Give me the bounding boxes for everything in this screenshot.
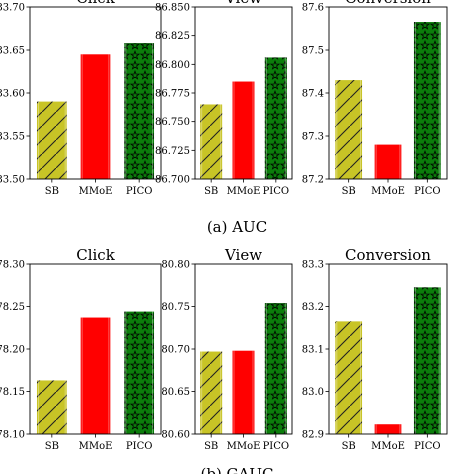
- caption-auc: (a) AUC: [207, 218, 267, 236]
- panel-title: Conversion: [345, 0, 431, 7]
- bar-pico: [124, 43, 155, 179]
- x-tick-label: MMoE: [371, 186, 405, 197]
- bar-pico: [413, 287, 441, 434]
- y-tick-label: 87.6: [302, 3, 324, 14]
- chart-panel-gauc-conversion: SB MMoE PICO 82.9 83.0 83.1 83.2 83.3 Conversion: [302, 246, 448, 452]
- bar-pico: [124, 311, 155, 434]
- x-tick-label: PICO: [126, 441, 153, 452]
- y-tick-label: 80.70: [161, 345, 190, 356]
- bar-mmoe: [374, 424, 402, 434]
- x-tick-label: PICO: [414, 186, 441, 197]
- chart-panel-auc-click: SB MMoE PICO 83.50 83.55 83.60 83.65 83.70 Click: [0, 0, 162, 197]
- y-tick-label: 80.65: [161, 387, 190, 398]
- y-tick-label: 83.70: [0, 3, 25, 14]
- x-tick-label: PICO: [263, 441, 290, 452]
- x-tick-label: PICO: [263, 186, 290, 197]
- axes-frame: [328, 6, 448, 180]
- y-tick-label: 78.20: [0, 345, 25, 356]
- x-tick-label: MMoE: [79, 441, 113, 452]
- bar-pico: [264, 57, 287, 179]
- x-tick-label: MMoE: [227, 186, 261, 197]
- axes-frame: [328, 263, 448, 435]
- y-tick-label: 83.65: [0, 46, 25, 57]
- bar-sb: [200, 104, 223, 179]
- y-tick-label: 80.75: [161, 302, 190, 313]
- x-tick-label: SB: [342, 441, 356, 452]
- bar-pico: [413, 22, 441, 179]
- y-tick-label: 78.25: [0, 302, 25, 313]
- chart-panel-auc-view: SB MMoE PICO 86.700 86.725 86.750 86.775 86.800…: [155, 0, 293, 197]
- bar-mmoe: [80, 54, 111, 179]
- bar-sb: [335, 321, 363, 434]
- x-tick-label: SB: [45, 441, 59, 452]
- x-tick-label: MMoE: [79, 186, 113, 197]
- y-tick-label: 83.1: [302, 345, 324, 356]
- x-tick-label: MMoE: [371, 441, 405, 452]
- y-tick-label: 83.3: [302, 260, 324, 271]
- y-tick-label: 78.15: [0, 387, 25, 398]
- bar-sb: [36, 101, 67, 179]
- bar-mmoe: [232, 81, 255, 179]
- y-tick-label: 80.60: [161, 430, 190, 441]
- bar-mmoe: [232, 350, 255, 434]
- x-tick-label: PICO: [126, 186, 153, 197]
- panel-title: Click: [76, 246, 115, 264]
- x-tick-label: MMoE: [227, 441, 261, 452]
- x-tick-label: SB: [204, 441, 218, 452]
- chart-panel-gauc-view: SB MMoE PICO 80.60 80.65 80.70 80.75 80.80 View: [161, 246, 293, 452]
- y-tick-label: 87.4: [302, 89, 324, 100]
- bar-mmoe: [80, 317, 111, 434]
- axes-frame: [29, 263, 162, 435]
- x-tick-label: SB: [45, 186, 59, 197]
- y-tick-label: 83.0: [302, 387, 324, 398]
- y-tick-label: 86.750: [155, 117, 190, 128]
- axes-frame: [29, 6, 162, 180]
- bar-sb: [200, 351, 223, 434]
- y-tick-label: 83.50: [0, 175, 25, 186]
- panel-title: View: [224, 0, 262, 7]
- bar-pico: [264, 303, 287, 434]
- panel-title: Click: [76, 0, 115, 7]
- bar-sb: [36, 380, 67, 434]
- y-tick-label: 83.2: [302, 302, 324, 313]
- y-tick-label: 83.60: [0, 89, 25, 100]
- axes-frame: [194, 263, 293, 435]
- chart-panel-auc-conversion: SB MMoE PICO 87.2 87.3 87.4 87.5 87.6 Conversion: [302, 0, 448, 197]
- bar-sb: [335, 80, 363, 179]
- y-tick-label: 86.800: [155, 60, 190, 71]
- y-tick-label: 86.850: [155, 3, 190, 14]
- y-tick-label: 86.725: [155, 146, 190, 157]
- x-tick-label: SB: [204, 186, 218, 197]
- y-tick-label: 86.825: [155, 31, 190, 42]
- x-tick-label: SB: [342, 186, 356, 197]
- x-tick-label: PICO: [414, 441, 441, 452]
- bar-mmoe: [374, 144, 402, 179]
- panel-title: Conversion: [345, 246, 431, 264]
- caption-gauc: (b) GAUC: [200, 465, 273, 474]
- y-tick-label: 87.2: [302, 175, 324, 186]
- y-tick-label: 78.10: [0, 430, 25, 441]
- y-tick-label: 80.80: [161, 260, 190, 271]
- chart-panel-gauc-click: SB MMoE PICO 78.10 78.15 78.20 78.25 78.30 Click: [0, 246, 162, 452]
- axes-frame: [194, 6, 293, 180]
- y-tick-label: 86.775: [155, 89, 190, 100]
- y-tick-label: 87.3: [302, 132, 324, 143]
- y-tick-label: 87.5: [302, 46, 324, 57]
- y-tick-label: 83.55: [0, 132, 25, 143]
- y-tick-label: 82.9: [302, 430, 324, 441]
- y-tick-label: 78.30: [0, 260, 25, 271]
- panel-title: View: [224, 246, 262, 264]
- y-tick-label: 86.700: [155, 175, 190, 186]
